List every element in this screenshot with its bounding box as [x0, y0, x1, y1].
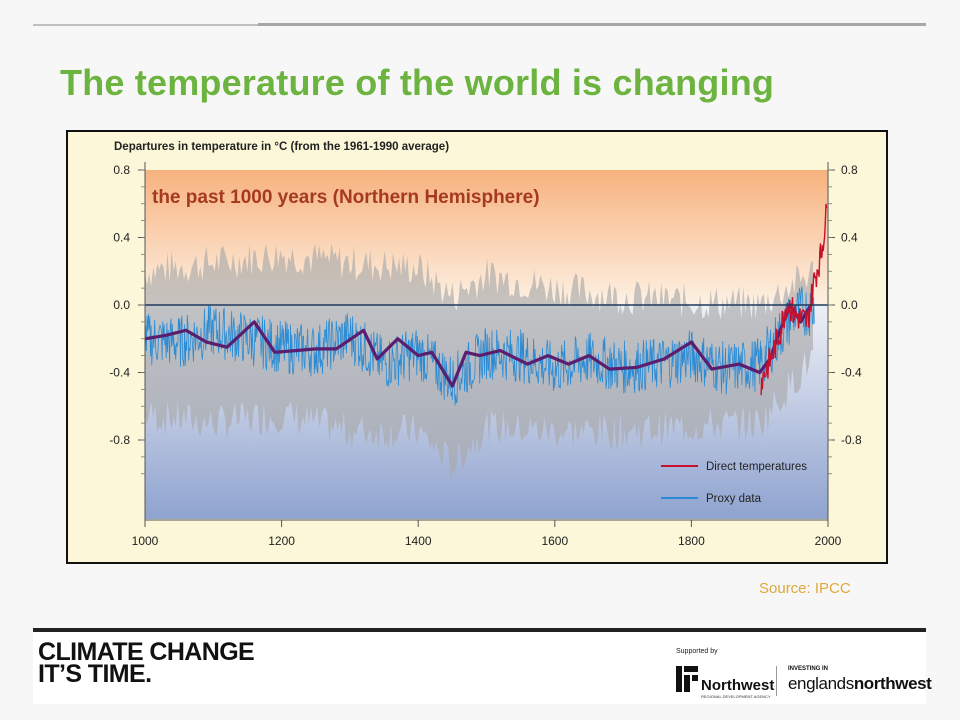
x-tick-label: 1400: [405, 534, 432, 548]
y-tick-label-left: -0.8: [109, 433, 130, 447]
nwda-name: Northwest: [701, 677, 775, 694]
x-tick-label: 1800: [678, 534, 705, 548]
footer-rule: [33, 628, 926, 632]
x-tick-label: 1600: [541, 534, 568, 548]
supported-by-label: Supported by: [676, 648, 718, 655]
y-tick-label-right: -0.8: [841, 433, 862, 447]
y-tick-label-right: -0.4: [841, 366, 862, 380]
smoothed-curve: [144, 303, 813, 388]
y-tick-label-left: 0.0: [113, 298, 130, 312]
region-suffix: northwest: [853, 674, 932, 693]
nwda-subtitle: REGIONAL DEVELOPMENT AGENCY: [701, 694, 771, 699]
campaign-logo-line1: CLIMATE CHANGE: [38, 638, 255, 666]
footer-bar: CLIMATE CHANGE IT’S TIME. Supported by N…: [33, 628, 932, 704]
slide-title: The temperature of the world is changing: [60, 62, 775, 103]
nwda-logo: Northwest REGIONAL DEVELOPMENT AGENCY: [676, 666, 774, 700]
chart-title: Departures in temperature in °C (from th…: [114, 141, 449, 153]
y-tick-label-left: 0.4: [113, 231, 130, 245]
campaign-logo: CLIMATE CHANGE IT’S TIME.: [38, 638, 255, 688]
y-tick-label-right: 0.4: [841, 231, 858, 245]
direct-temperatures-line: [760, 203, 828, 396]
legend-proxy-label: Proxy data: [706, 493, 762, 505]
x-tick-label: 1000: [132, 534, 159, 548]
y-tick-label-left: 0.8: [113, 163, 130, 177]
temperature-chart: 1000 1200 1400 1600 1800 2000 0.8 0.8 0.4 0.4 0.0 0…: [66, 130, 888, 564]
top-rule-accent: [258, 23, 926, 26]
chart-svg: 1000 1200 1400 1600 1800 2000 0.8 0.8 0.4 0.4 0.0 0…: [109, 141, 862, 548]
y-tick-label-right: 0.0: [841, 298, 858, 312]
englands-northwest-logo: englandsnorthwest: [788, 674, 932, 694]
footer-divider: [776, 666, 777, 696]
y-tick-label-right: 0.8: [841, 163, 858, 177]
x-tick-label: 2000: [815, 534, 842, 548]
campaign-logo-line2: IT’S TIME.: [38, 660, 152, 688]
investing-in-label: INVESTING IN: [788, 666, 829, 672]
x-tick-label: 1200: [268, 534, 295, 548]
nwda-mark-icon: [676, 666, 698, 692]
chart-subtitle: the past 1000 years (Northern Hemisphere…: [152, 187, 540, 208]
legend-direct-label: Direct temperatures: [706, 461, 807, 473]
region-prefix: englands: [788, 674, 854, 693]
proxy-data-line: [144, 286, 815, 406]
legend: Direct temperatures Proxy data: [661, 461, 807, 505]
source-credit: Source: IPCC: [759, 580, 851, 597]
y-tick-label-left: -0.4: [109, 366, 130, 380]
